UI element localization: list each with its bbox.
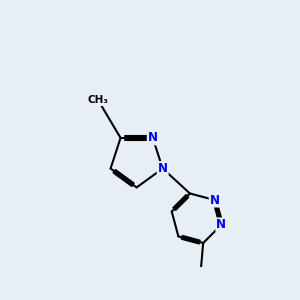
Text: N: N: [210, 194, 220, 207]
Text: N: N: [148, 131, 158, 144]
Text: N: N: [158, 162, 168, 175]
Text: CH₃: CH₃: [88, 95, 109, 105]
Text: N: N: [216, 218, 226, 231]
